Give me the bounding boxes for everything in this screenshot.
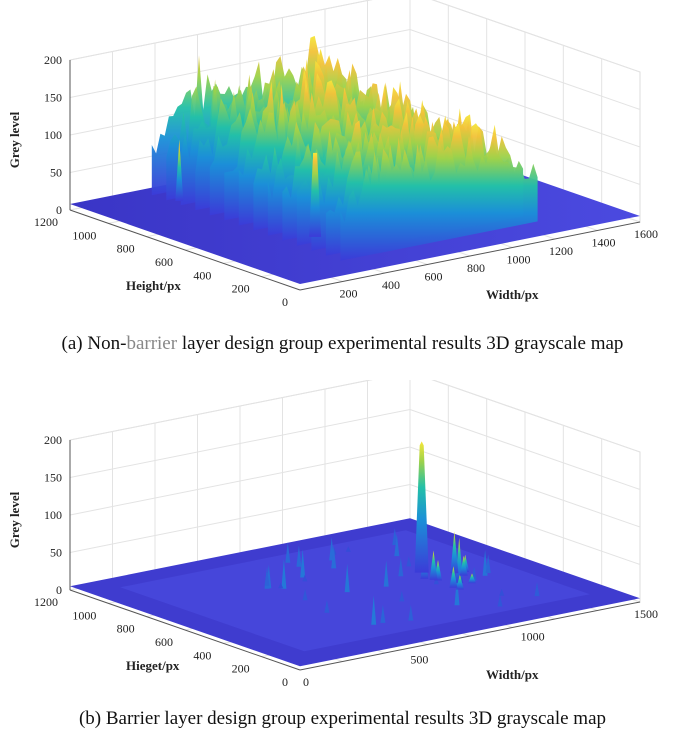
chart-panel-b: 0 50 100 150 200 0 200 400 600 800 1000 1200 0 500 100…: [0, 380, 685, 690]
surface-spike: [454, 576, 460, 606]
z-tick-label: 100: [44, 128, 62, 142]
surface-spike: [468, 573, 476, 584]
x-tick-label: 800: [467, 261, 485, 275]
surface-spike: [324, 599, 330, 613]
x-axis-label: Width/px: [486, 667, 539, 682]
surface-spike: [296, 545, 302, 567]
y-tick-label: 400: [193, 648, 211, 662]
chart-a-svg: 0 50 100 150 200 0 200 400 600 800 1000 1200 200 400 6…: [7, 0, 658, 309]
y-tick-label: 600: [155, 255, 173, 269]
surface-spike: [499, 588, 505, 596]
x-tick-label: 1500: [634, 607, 658, 621]
surface-spike: [175, 139, 184, 201]
caption-a-highlight: barrier: [126, 333, 178, 354]
x-tick-label: 500: [410, 652, 428, 666]
x-axis-line: [299, 601, 641, 671]
surface-main-peak: [414, 441, 429, 573]
y-tick-label: 800: [117, 622, 135, 636]
surface-spike: [302, 588, 308, 601]
surface-spike: [278, 582, 284, 589]
z-tick-label: 0: [56, 583, 62, 597]
chart-panel-a: 0 50 100 150 200 0 200 400 600 800 1000 1200 200 400 6…: [0, 0, 685, 310]
surface-spike: [302, 574, 308, 582]
y-tick-label: 400: [193, 268, 211, 282]
surface-spike: [281, 559, 287, 589]
surface-spike: [383, 560, 389, 587]
x-axis-line: [299, 221, 641, 291]
caption-a: (a) Non-barrier layer design group exper…: [0, 333, 685, 355]
x-tick-label: 600: [425, 270, 443, 284]
z-axis-label: Grey level: [7, 111, 22, 168]
surface-spike: [394, 533, 400, 557]
x-tick-label: 0: [303, 675, 309, 689]
x-tick-label: 1000: [521, 630, 545, 644]
caption-b: (b) Barrier layer design group experimen…: [78, 708, 607, 729]
surface-spike: [309, 152, 322, 237]
y-tick-label: 1200: [34, 215, 58, 229]
z-tick-label: 200: [44, 433, 62, 447]
z-tick-label: 200: [44, 53, 62, 67]
surface-spike: [345, 546, 351, 552]
z-tick-label: 150: [44, 91, 62, 105]
surface-spike: [429, 550, 438, 580]
surface-b: [70, 441, 640, 667]
surface-spike: [406, 556, 412, 567]
x-tick-label: 1600: [634, 227, 658, 241]
z-tick-label: 150: [44, 471, 62, 485]
x-tick-label: 400: [382, 278, 400, 292]
surface-spike: [380, 604, 386, 623]
surface-plate: [120, 530, 590, 652]
surface-spike: [497, 595, 503, 607]
surface-spike: [285, 542, 291, 563]
y-tick-label: 200: [232, 282, 250, 296]
surface-spike: [459, 555, 468, 576]
x-tick-label: 200: [340, 287, 358, 301]
z-tick-label: 0: [56, 203, 62, 217]
z-axis-label: Grey level: [7, 491, 22, 548]
surface-spike: [344, 563, 350, 593]
y-tick-label: 200: [232, 662, 250, 676]
surface-spike: [534, 582, 540, 597]
y-tick-label: 1000: [72, 228, 96, 242]
surface-spike: [331, 545, 337, 569]
surface-spike: [398, 557, 404, 577]
surface-spike: [399, 590, 405, 602]
y-axis-line: [69, 209, 301, 291]
z-tick-label: 100: [44, 508, 62, 522]
axes-lines-a: [69, 60, 641, 291]
axes-lines-b: [69, 440, 641, 671]
y-tick-label: 0: [282, 295, 288, 309]
surface-spike: [450, 531, 459, 574]
z-tick-label: 50: [50, 166, 62, 180]
x-tick-label: 1000: [507, 253, 531, 267]
y-tick-label: 600: [155, 635, 173, 649]
x-axis-label: Width/px: [486, 287, 539, 302]
surface-spike: [264, 568, 270, 586]
y-axis-label: Hieget/px: [126, 658, 180, 673]
y-tick-label: 1000: [72, 608, 96, 622]
surface-spike: [485, 554, 491, 573]
y-tick-label: 0: [282, 675, 288, 689]
y-axis-label: Height/px: [126, 278, 181, 293]
surface-spike: [449, 566, 458, 588]
surface-spike: [455, 574, 464, 590]
surface-spike: [371, 595, 377, 625]
z-tick-label: 50: [50, 546, 62, 560]
caption-a-suffix: layer design group experimental results …: [177, 333, 624, 354]
surface-a: [70, 35, 640, 284]
y-tick-label: 1200: [34, 595, 58, 609]
y-axis-line: [69, 589, 301, 671]
surface-spike: [300, 549, 306, 578]
surface-ridge: [340, 124, 538, 261]
surface-spike: [408, 604, 414, 621]
x-tick-label: 1400: [592, 236, 616, 250]
chart-b-svg: 0501001502000200400600800100012000500100…: [7, 380, 658, 689]
y-tick-label: 800: [117, 242, 135, 256]
caption-a-prefix: (a) Non-: [61, 333, 127, 354]
x-tick-label: 1200: [549, 244, 573, 258]
tick-labels-b: 0501001502000200400600800100012000500100…: [34, 433, 658, 689]
tick-labels-a: 0 50 100 150 200 0 200 400 600 800 1000 1200 200 400 6…: [34, 53, 658, 309]
